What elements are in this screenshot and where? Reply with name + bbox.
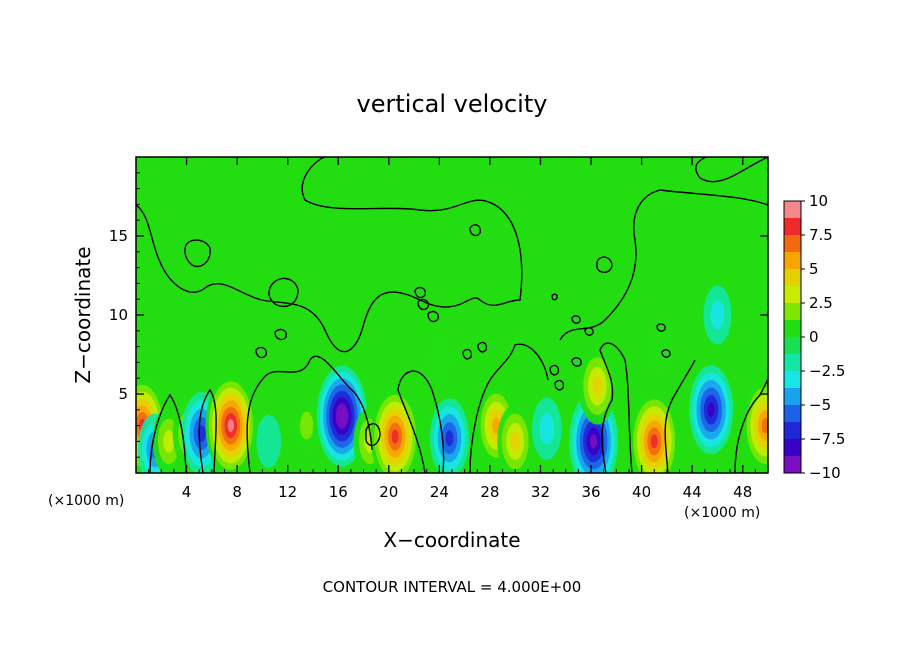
heat-feature-5 [205, 375, 256, 473]
y-tick-label-5: 5 [118, 385, 128, 403]
x-unit-label-right: (×1000 m) [684, 505, 760, 521]
heat-feature-20 [703, 285, 732, 345]
x-tick-label-12: 12 [278, 483, 297, 501]
colorbar-swatch-12 [784, 405, 801, 423]
y-axis-label: Z−coordinate [71, 246, 95, 383]
zero-contour-lower [149, 342, 768, 473]
heat-feature-6 [256, 414, 282, 468]
colorbar-swatch-6 [784, 303, 801, 321]
chart-title: vertical velocity [357, 90, 548, 118]
x-axis-label: X−coordinate [383, 528, 520, 552]
y-tick-label-15: 15 [109, 227, 128, 245]
colorbar-swatch-15 [784, 456, 801, 474]
heat-feature-10 [370, 387, 420, 473]
heatmap-layer [136, 285, 768, 473]
x-tick-label-24: 24 [430, 483, 449, 501]
colorbar-swatch-2 [784, 235, 801, 253]
colorbar-label: 0 [809, 328, 819, 346]
heat-feature-17 [629, 392, 679, 473]
colorbar-swatch-10 [784, 371, 801, 389]
colorbar-swatch-14 [784, 439, 801, 457]
colorbar-swatch-5 [784, 286, 801, 304]
heat-feature-11 [429, 398, 470, 473]
heat-feature-18 [689, 365, 734, 455]
heat-feature-22 [427, 337, 451, 388]
x-tick-label-28: 28 [480, 483, 499, 501]
x-tick-label-20: 20 [379, 483, 398, 501]
colorbar-swatch-7 [784, 320, 801, 338]
colorbar-label: −5 [809, 396, 831, 414]
colorbar-label: 10 [809, 192, 828, 210]
colorbar: 10 7.5 5 2.5 0 −2.5 −5 −7.5 −10 [783, 192, 845, 482]
y-tick-label-10: 10 [109, 306, 128, 324]
x-tick-label-32: 32 [531, 483, 550, 501]
contour-layer [136, 157, 768, 473]
x-unit-label-left: (×1000 m) [48, 493, 124, 509]
colorbar-swatch-13 [784, 422, 801, 440]
x-tick-label-44: 44 [683, 483, 702, 501]
heat-feature-19 [742, 379, 768, 472]
x-axis: 4 8 12 16 20 24 28 32 36 40 44 48 [148, 157, 756, 501]
colorbar-label: 2.5 [809, 294, 833, 312]
colorbar-swatch-4 [784, 269, 801, 287]
y-axis: 5 10 15 [109, 172, 768, 458]
heat-feature-16 [578, 347, 617, 425]
colorbar-swatch-3 [784, 252, 801, 270]
heat-feature-21 [648, 320, 673, 374]
x-tick-label-4: 4 [182, 483, 192, 501]
zero-contour-right [559, 157, 768, 341]
colorbar-label: 7.5 [809, 226, 833, 244]
colorbar-swatch-11 [784, 388, 801, 406]
heat-feature-13 [497, 404, 534, 473]
x-tick-label-40: 40 [632, 483, 651, 501]
small-contour-loops [184, 224, 671, 447]
x-tick-label-48: 48 [733, 483, 752, 501]
colorbar-swatch-8 [784, 337, 801, 355]
colorbar-label: −7.5 [809, 430, 845, 448]
colorbar-swatch-9 [784, 354, 801, 372]
heat-feature-14 [532, 397, 562, 460]
colorbar-swatch-1 [784, 218, 801, 236]
heat-feature-7 [293, 397, 320, 454]
colorbar-label: 5 [809, 260, 819, 278]
colorbar-swatch-0 [784, 201, 801, 219]
colorbar-label: −2.5 [809, 362, 845, 380]
plot-area [135, 156, 769, 474]
x-tick-label-8: 8 [232, 483, 242, 501]
x-tick-label-36: 36 [581, 483, 600, 501]
colorbar-label: −10 [809, 464, 841, 482]
x-tick-label-16: 16 [329, 483, 348, 501]
contour-interval-note: CONTOUR INTERVAL = 4.000E+00 [323, 578, 582, 596]
